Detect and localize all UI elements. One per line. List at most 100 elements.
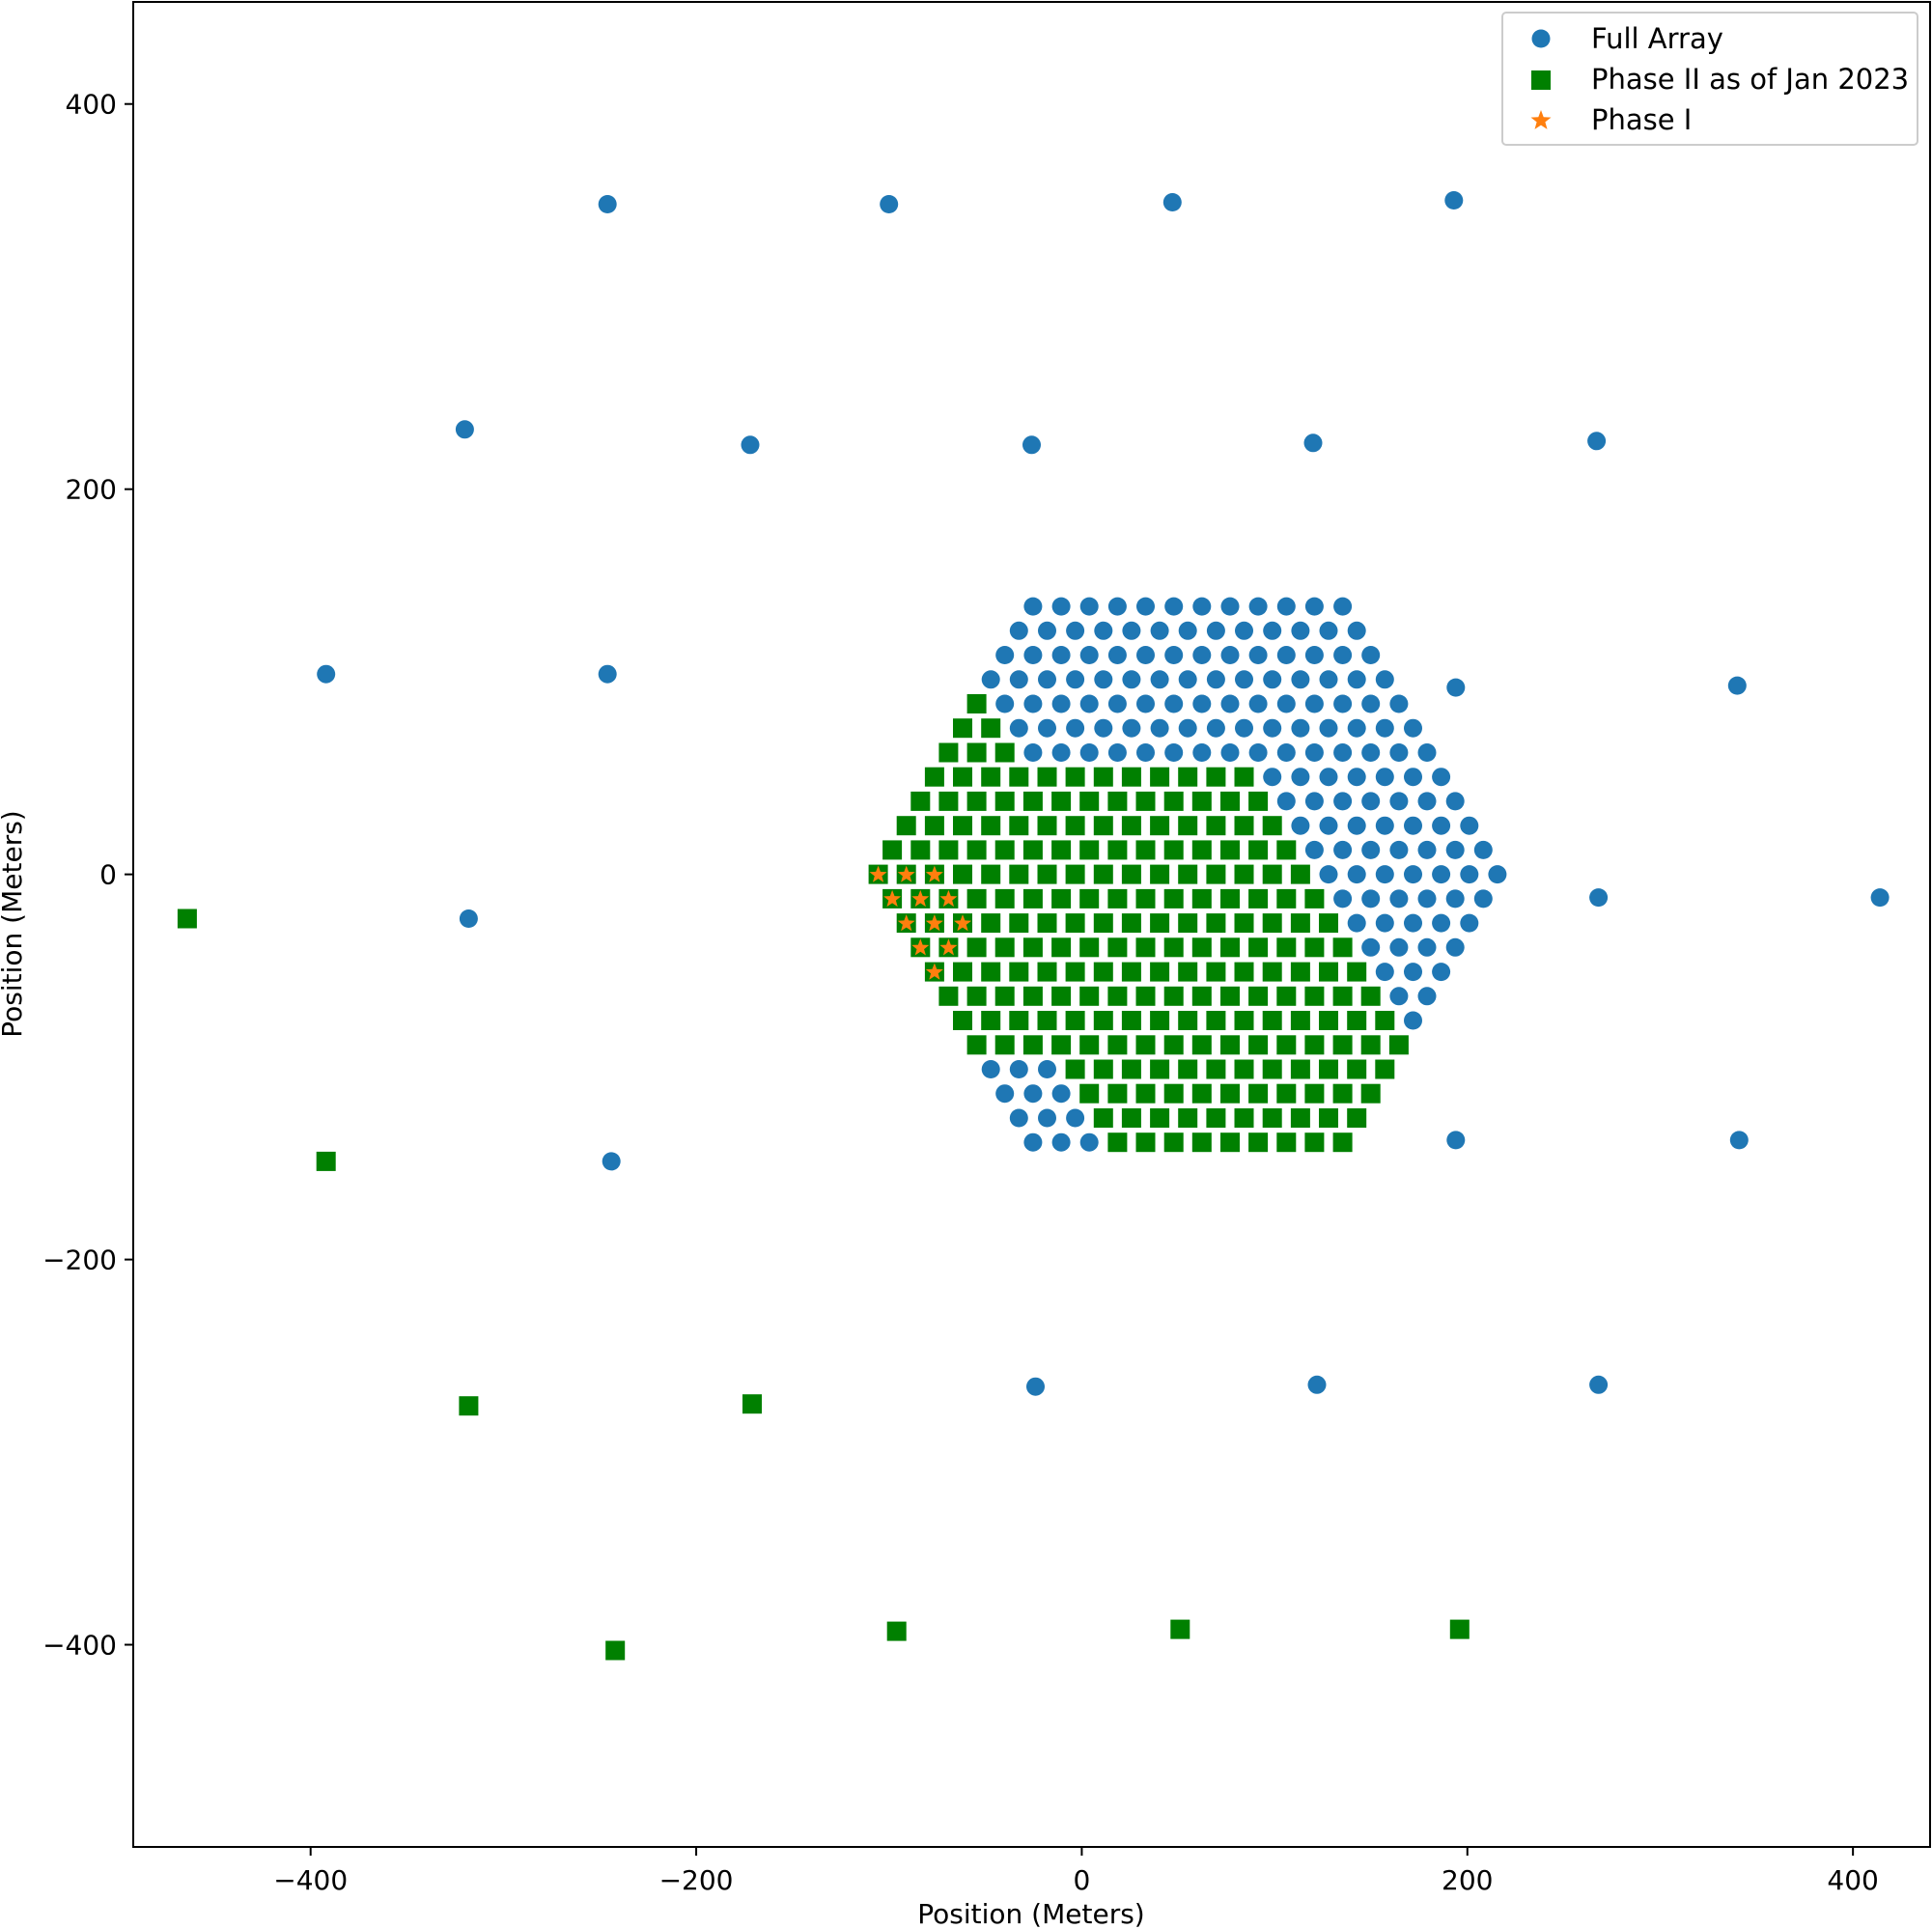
x-tick-label: 200: [1442, 1864, 1493, 1896]
point-full-array: [1319, 718, 1338, 738]
point-phase-ii: [994, 791, 1015, 811]
point-phase-ii: [1065, 767, 1085, 787]
point-phase-ii: [981, 962, 1001, 982]
point-full-array: [1446, 1131, 1466, 1150]
point-phase-ii: [1107, 1083, 1128, 1104]
plot-frame: [132, 1, 1931, 1848]
point-full-array: [1375, 768, 1394, 787]
point-full-array: [1333, 889, 1353, 909]
point-phase-ii: [1234, 1011, 1254, 1030]
point-phase-ii: [1191, 791, 1212, 811]
point-full-array: [1178, 621, 1197, 640]
point-full-array: [1589, 888, 1609, 908]
point-full-array: [1460, 816, 1479, 835]
point-phase-ii: [981, 1011, 1001, 1030]
point-phase-ii: [994, 840, 1015, 860]
point-phase-ii: [1065, 962, 1085, 982]
point-phase-ii: [1163, 986, 1184, 1006]
point-full-array: [1038, 621, 1056, 640]
point-full-array: [1460, 913, 1479, 933]
point-full-array: [1304, 840, 1324, 859]
point-phase-ii: [1388, 1035, 1409, 1055]
point-phase-ii: [1107, 1035, 1128, 1055]
point-phase-i: [897, 865, 915, 882]
point-phase-ii: [1135, 1132, 1156, 1153]
point-full-array: [1220, 743, 1240, 762]
point-full-array: [1066, 1108, 1085, 1128]
x-tick-label: −400: [273, 1864, 348, 1896]
point-full-array: [1248, 646, 1268, 664]
point-phase-ii: [994, 888, 1015, 909]
point-full-array: [1333, 840, 1353, 859]
point-phase-ii: [1191, 986, 1212, 1006]
point-full-array: [1291, 768, 1310, 787]
point-phase-ii: [1276, 937, 1297, 958]
point-full-array: [1206, 670, 1225, 689]
point-phase-ii: [1150, 864, 1170, 884]
point-phase-ii: [1009, 913, 1029, 934]
point-phase-ii: [1135, 1083, 1156, 1104]
point-full-array: [1304, 694, 1324, 713]
point-full-array: [741, 435, 760, 455]
point-full-array: [1122, 621, 1141, 640]
point-phase-ii: [1262, 913, 1282, 934]
point-phase-ii: [1276, 986, 1297, 1006]
point-phase-ii: [1206, 913, 1226, 934]
point-phase-ii: [882, 840, 903, 860]
x-axis: −400 −200 0 200 400: [273, 1847, 1879, 1896]
point-full-array: [1107, 694, 1127, 713]
point-full-array: [1263, 621, 1282, 640]
point-phase-ii: [1093, 864, 1113, 884]
point-phase-ii: [1234, 913, 1254, 934]
point-phase-ii: [1093, 767, 1113, 787]
point-phase-ii: [994, 742, 1015, 763]
point-phase-ii: [1107, 840, 1128, 860]
point-full-array: [1263, 718, 1282, 738]
point-full-array: [1178, 670, 1197, 689]
point-full-array: [1276, 743, 1296, 762]
point-phase-ii: [1065, 816, 1085, 836]
point-full-array: [1094, 670, 1113, 689]
point-phase-ii: [1121, 816, 1141, 836]
point-full-array: [1263, 670, 1282, 689]
point-full-array: [1361, 646, 1381, 664]
point-phase-ii: [910, 791, 931, 811]
point-full-array: [1276, 646, 1296, 664]
point-full-array: [1164, 646, 1184, 664]
point-full-array: [1304, 646, 1324, 664]
point-phase-ii: [1121, 913, 1141, 934]
point-phase-ii: [1065, 1011, 1085, 1030]
point-full-array: [1375, 670, 1394, 689]
point-full-array: [1051, 694, 1071, 713]
point-full-array: [1488, 865, 1507, 884]
point-phase-ii: [1332, 986, 1353, 1006]
point-phase-ii: [1009, 1011, 1029, 1030]
point-full-array: [1307, 1375, 1327, 1394]
point-phase-ii: [1065, 864, 1085, 884]
point-full-array: [1389, 840, 1409, 859]
point-full-array: [1122, 670, 1141, 689]
point-full-array: [1235, 621, 1253, 640]
point-full-array: [880, 195, 899, 213]
point-phase-ii: [1178, 1059, 1198, 1079]
point-phase-ii: [1375, 1011, 1395, 1030]
point-phase-ii: [966, 694, 987, 713]
point-full-array: [1276, 792, 1296, 811]
point-full-array: [1417, 889, 1437, 909]
point-phase-ii: [1037, 864, 1057, 884]
point-full-array: [1136, 597, 1155, 616]
point-full-array: [1164, 743, 1184, 762]
point-phase-ii: [1079, 937, 1100, 958]
point-full-array: [1589, 1375, 1609, 1394]
point-phase-ii: [1191, 1035, 1212, 1055]
point-full-array: [1136, 743, 1155, 762]
point-phase-ii: [1206, 1011, 1226, 1030]
point-phase-ii: [1079, 888, 1100, 909]
point-full-array: [1079, 646, 1099, 664]
point-full-array: [1038, 670, 1056, 689]
point-phase-ii: [1178, 1011, 1198, 1030]
point-full-array: [1333, 597, 1353, 616]
point-phase-ii: [316, 1151, 336, 1171]
x-tick-label: −200: [659, 1864, 734, 1896]
point-phase-ii: [1319, 1108, 1338, 1128]
